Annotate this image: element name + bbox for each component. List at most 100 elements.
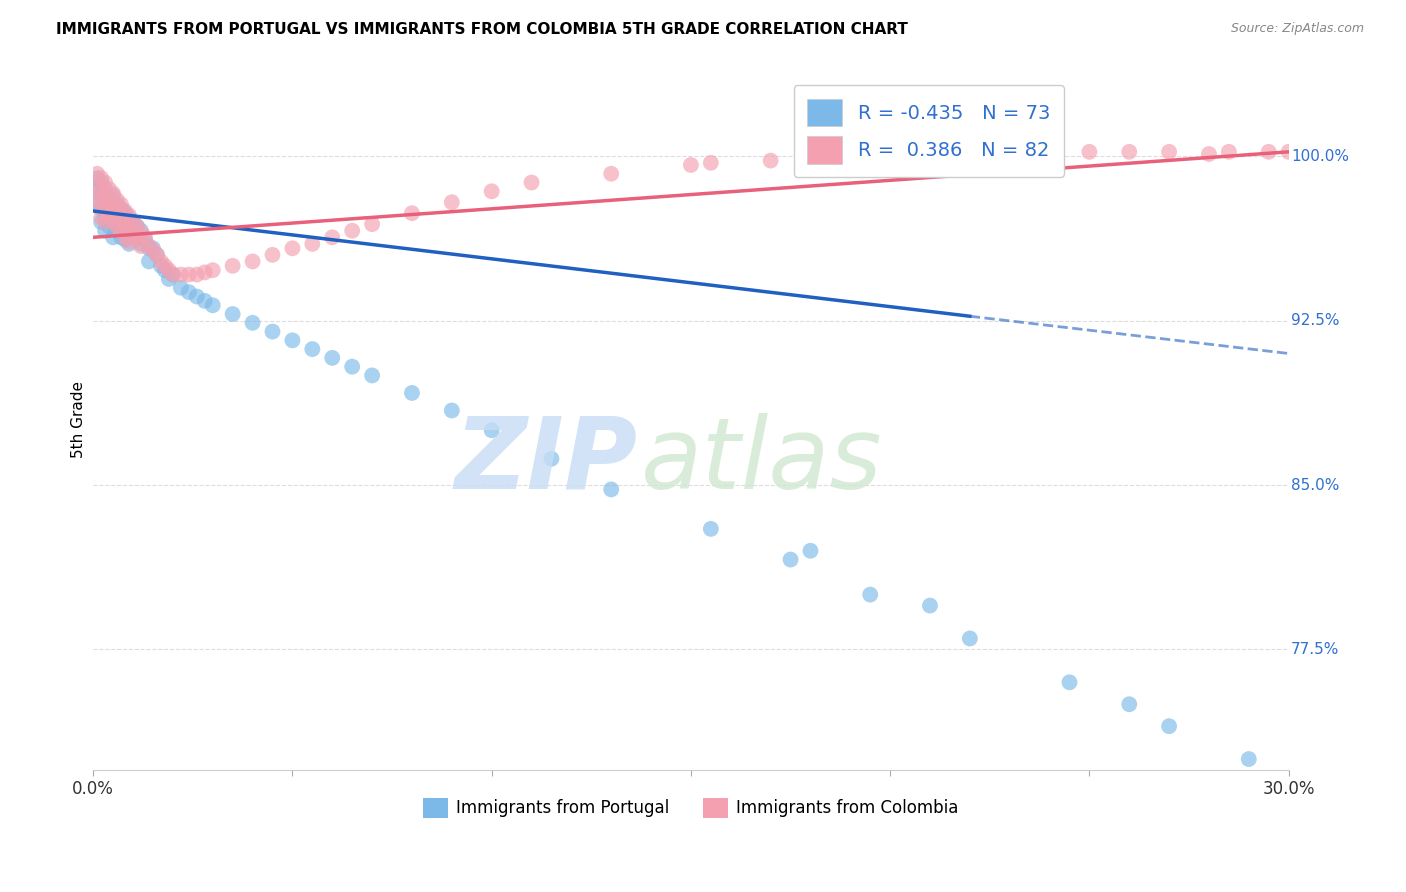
Point (105, 224, 128, 238)
Point (142, 244, 165, 258)
Point (129, 239, 152, 253)
Point (114, 219, 136, 234)
Point (86, 182, 108, 196)
Point (201, 298, 224, 312)
Y-axis label: 5th Grade: 5th Grade (72, 381, 86, 458)
Point (94, 224, 117, 238)
Point (125, 219, 148, 234)
Point (101, 230, 124, 244)
Point (959, 147, 981, 161)
Point (90, 171, 112, 186)
Point (149, 254, 172, 268)
Point (101, 215, 124, 229)
Point (361, 368, 384, 383)
Point (177, 285, 200, 299)
Point (118, 236, 141, 251)
Point (122, 228, 145, 243)
Point (242, 254, 264, 268)
Point (114, 233, 136, 247)
Point (101, 204, 124, 219)
Point (162, 268, 184, 282)
Point (170, 281, 193, 295)
Point (114, 204, 136, 219)
Point (86, 180, 108, 194)
Point (1159, 719, 1181, 733)
Point (110, 230, 132, 244)
Point (918, 599, 941, 613)
Point (540, 451, 562, 466)
Point (98, 193, 121, 207)
Point (129, 236, 152, 251)
Point (110, 197, 132, 211)
Point (125, 219, 148, 234)
Point (98, 195, 121, 210)
Point (281, 241, 304, 255)
Point (86, 171, 108, 186)
Point (600, 167, 623, 181)
Point (125, 233, 148, 247)
Point (600, 483, 623, 497)
Point (918, 147, 941, 161)
Point (129, 226, 152, 240)
Point (101, 200, 124, 214)
Point (105, 193, 128, 207)
Point (94, 211, 117, 225)
Point (94, 215, 117, 229)
Point (122, 215, 145, 229)
Point (1218, 145, 1240, 159)
Point (221, 307, 243, 321)
Point (679, 158, 702, 172)
Point (799, 543, 821, 558)
Point (759, 153, 782, 168)
Point (1078, 145, 1101, 159)
Point (110, 211, 132, 225)
Point (149, 259, 172, 273)
Point (1317, 145, 1340, 159)
Text: IMMIGRANTS FROM PORTUGAL VS IMMIGRANTS FROM COLOMBIA 5TH GRADE CORRELATION CHART: IMMIGRANTS FROM PORTUGAL VS IMMIGRANTS F… (56, 22, 908, 37)
Point (125, 233, 148, 247)
Point (138, 254, 160, 268)
Text: 77.5%: 77.5% (1291, 642, 1340, 657)
Point (186, 268, 208, 282)
Point (262, 325, 284, 339)
Point (118, 211, 141, 225)
Point (90, 202, 112, 216)
Point (90, 215, 112, 229)
Point (105, 197, 128, 211)
Point (839, 149, 862, 163)
Point (101, 186, 124, 201)
Point (959, 632, 981, 646)
Point (700, 522, 723, 536)
Point (146, 248, 169, 262)
Point (105, 219, 128, 234)
Point (157, 263, 180, 277)
Point (98, 208, 121, 222)
Text: 85.0%: 85.0% (1291, 477, 1340, 492)
Point (134, 233, 156, 247)
Point (481, 184, 503, 198)
Point (194, 265, 217, 279)
Point (1059, 675, 1081, 690)
Point (138, 241, 160, 255)
Point (90, 176, 112, 190)
Point (186, 289, 208, 303)
Point (110, 224, 132, 238)
Point (177, 268, 200, 282)
Text: atlas: atlas (641, 413, 883, 510)
Point (94, 197, 117, 211)
Point (1118, 698, 1140, 712)
Point (134, 230, 156, 244)
Point (98, 206, 121, 220)
Point (401, 206, 423, 220)
Point (146, 248, 169, 262)
Point (153, 263, 176, 277)
Point (105, 206, 128, 220)
Point (301, 342, 323, 356)
Point (170, 268, 193, 282)
Point (194, 293, 217, 308)
Point (1398, 145, 1406, 159)
Point (114, 230, 136, 244)
Point (201, 263, 224, 277)
Point (118, 235, 141, 249)
Point (86, 197, 108, 211)
